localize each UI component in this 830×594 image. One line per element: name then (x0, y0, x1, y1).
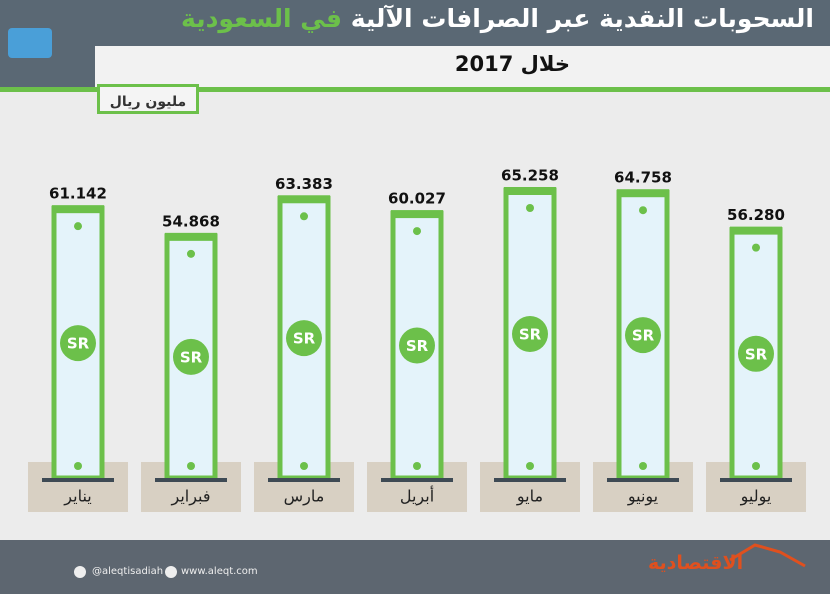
logo: الاقتصادية (648, 552, 744, 574)
sr-text: SR (632, 327, 655, 345)
bar-dot (187, 249, 195, 258)
sr-text: SR (180, 348, 203, 366)
x-tick-label: مارس (284, 487, 325, 507)
sr-badge (399, 327, 435, 364)
bar-cap (278, 195, 330, 204)
sr-text: SR (745, 345, 768, 363)
base-line (155, 478, 227, 482)
value-label: 64.758 (614, 169, 672, 187)
sr-badge (738, 335, 774, 372)
bar-dot (413, 227, 421, 236)
website: www.aleqt.com (181, 566, 258, 577)
base-line (42, 478, 114, 482)
bar-cap (504, 187, 556, 195)
subtitle-band (95, 46, 830, 88)
x-tick-label: أبريل (400, 486, 434, 507)
x-tick-label: يوليو (740, 487, 772, 507)
footer-band (0, 540, 830, 594)
sr-badge (60, 325, 96, 362)
sr-badge (286, 320, 322, 357)
bar-dot (639, 206, 647, 215)
bar-dot (639, 462, 647, 470)
value-label: 56.280 (727, 206, 785, 224)
x-tick-label: فبراير (170, 487, 210, 507)
sr-text: SR (519, 326, 542, 344)
chart-subtitle: خلال 2017 (454, 52, 570, 76)
title-main: السحوبات النقدية عبر الصرافات الآلية (350, 4, 814, 33)
value-label: 65.258 (501, 167, 559, 185)
value-label: 63.383 (275, 175, 333, 193)
bar-cap (730, 226, 782, 235)
bar-dot (74, 222, 82, 231)
value-label: 54.868 (162, 212, 220, 230)
bar-cap (617, 189, 669, 198)
bar-dot (74, 462, 82, 470)
base-line (720, 478, 792, 482)
header-band (0, 0, 830, 46)
x-tick-label: يونيو (627, 487, 658, 507)
title-highlight: في السعودية (181, 4, 342, 33)
sr-text: SR (67, 335, 90, 353)
logo-line (729, 543, 806, 568)
header-line (0, 87, 830, 92)
bar-dot (413, 462, 421, 470)
base-line (268, 478, 340, 482)
base-line (494, 478, 566, 482)
bar-cap (391, 210, 443, 219)
bar-dot (752, 243, 760, 252)
base-line (381, 478, 453, 482)
sr-badge (512, 316, 548, 352)
chart-title: السحوبات النقدية عبر الصرافات الآلية في … (181, 4, 814, 33)
x-tick-label: مايو (516, 487, 543, 507)
sr-badge (625, 317, 661, 354)
card-icon (8, 28, 52, 58)
web-icon (165, 566, 177, 578)
twitter-handle: @aleqtisadiah (92, 566, 164, 577)
twitter-icon (74, 566, 86, 578)
value-label: 60.027 (388, 190, 446, 208)
sr-text: SR (293, 330, 316, 348)
bar-cap (52, 205, 104, 214)
base-line (607, 478, 679, 482)
bar-dot (187, 462, 195, 470)
bar-dot (526, 204, 534, 212)
bar-dot (300, 212, 308, 221)
sr-text: SR (406, 337, 429, 355)
bar-dot (300, 462, 308, 470)
bar-dot (752, 462, 760, 470)
value-label: 61.142 (49, 185, 107, 203)
sr-badge (173, 338, 209, 375)
bar-dot (526, 462, 534, 470)
unit-label: مليون ريال (97, 84, 199, 114)
x-tick-label: يناير (63, 487, 91, 507)
bar-cap (165, 232, 217, 241)
